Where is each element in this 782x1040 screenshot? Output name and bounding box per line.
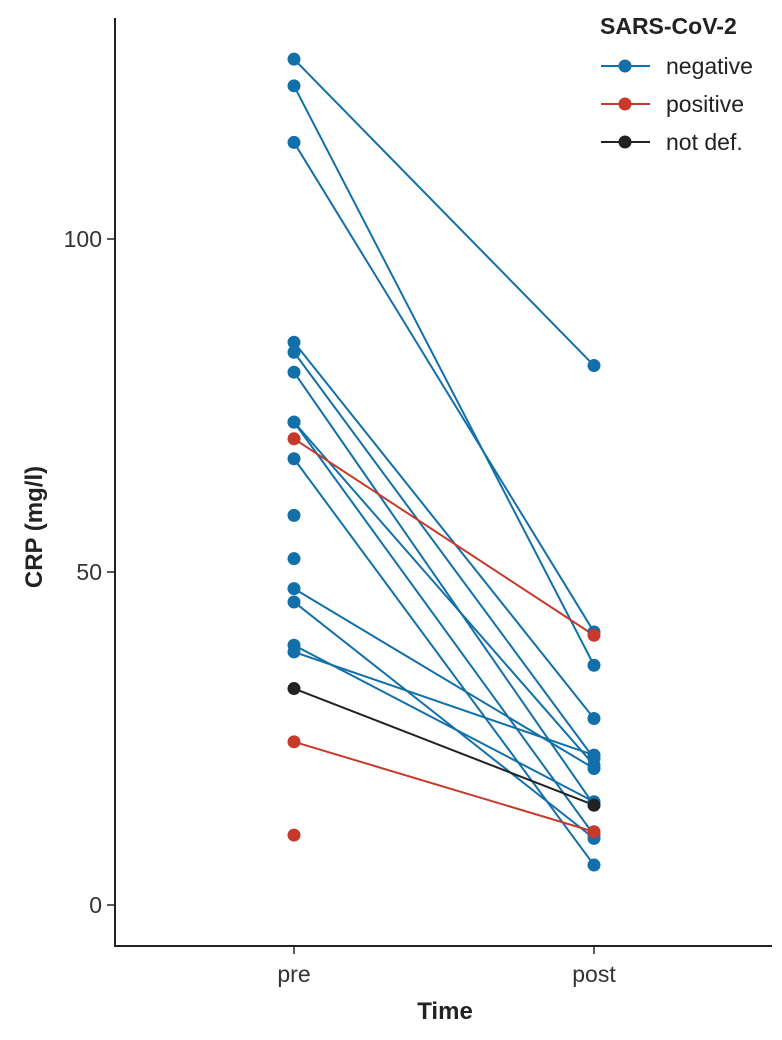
data-point-negative [287,52,301,66]
series-line-negative [293,644,595,803]
y-ticks: 0 50 100 [64,226,115,918]
data-point-negative [587,748,601,762]
data-point-negative [587,359,601,373]
y-tick-label: 50 [76,559,102,585]
series-line-negative [293,421,595,836]
x-axis-title: Time [417,998,473,1025]
data-point-positive [287,432,301,446]
data-point-negative [287,452,301,466]
data-point-negative [587,858,601,872]
y-axis-title: CRP (mg/l) [21,466,48,588]
series-line-negative [293,371,595,806]
legend-title: SARS-CoV-2 [600,13,737,39]
series-line-negative [293,650,595,757]
data-point-negative [287,79,301,93]
data-point-positive [587,825,601,839]
y-tick-label: 100 [64,226,102,252]
series-line-positive [293,437,595,637]
data-point-positive [287,828,301,842]
x-tick-label: pre [277,961,310,987]
y-tick-label: 0 [89,892,102,918]
data-point-negative [287,595,301,609]
legend-label-notdef: not def. [666,129,743,155]
data-point-notdef [287,682,301,696]
data-point-negative [287,365,301,379]
series-line-negative [293,458,595,866]
series-line-negative [293,341,595,720]
x-ticks: pre post [277,946,616,987]
series-line-notdef [293,687,595,807]
data-point-notdef [587,798,601,812]
data-point-positive [587,628,601,642]
series-line-negative [293,601,595,840]
x-tick-label: post [572,961,616,987]
data-point-negative [587,712,601,726]
series-lines [293,58,595,866]
series-line-negative [293,421,595,766]
data-point-negative [587,658,601,672]
legend-marker-notdef [618,135,632,149]
series-line-negative [293,58,595,367]
data-point-negative [287,645,301,659]
legend: SARS-CoV-2 negative positive not def. [600,13,753,155]
series-line-negative [293,141,595,633]
data-point-negative [287,552,301,566]
legend-label-negative: negative [666,53,753,79]
legend-label-positive: positive [666,91,744,117]
data-point-negative [587,761,601,775]
legend-marker-negative [618,59,632,73]
data-point-negative [287,335,301,349]
series-points [287,52,601,872]
series-line-negative [293,587,595,770]
legend-marker-positive [618,97,632,111]
series-line-positive [293,740,595,833]
data-point-negative [287,582,301,596]
series-line-negative [293,351,595,760]
data-point-negative [287,345,301,359]
data-point-negative [287,508,301,522]
data-point-negative [287,415,301,429]
axes [114,18,772,947]
data-point-positive [287,735,301,749]
data-point-negative [287,135,301,149]
series-line-negative [293,85,595,666]
